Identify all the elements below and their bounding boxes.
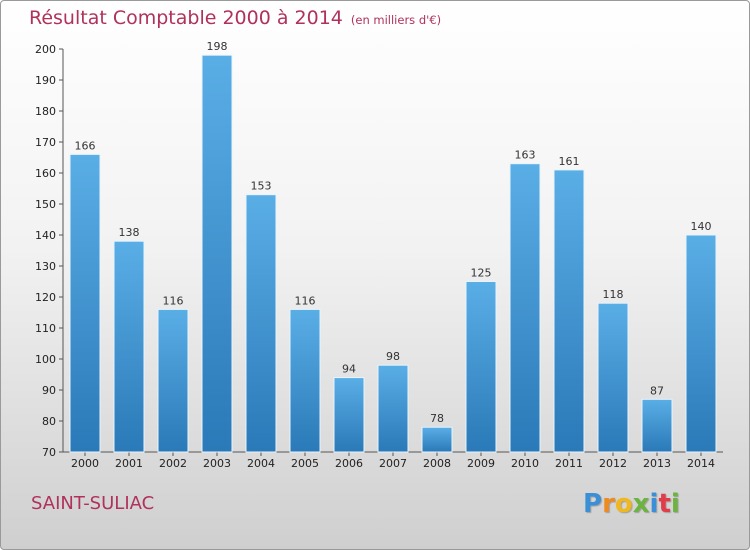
logo-letter: x (632, 489, 650, 519)
y-tick-label: 120 (35, 291, 56, 304)
bar-2000 (69, 153, 101, 453)
bar-2003 (201, 54, 233, 453)
proxiti-logo: Proxiti (583, 489, 680, 519)
logo-letter: o (614, 489, 633, 519)
bar-2006 (333, 377, 365, 453)
bar-2013 (641, 398, 673, 453)
logo-letter: i (649, 489, 659, 519)
y-tick-label: 140 (35, 229, 56, 242)
x-tick-label-2002: 2002 (159, 457, 187, 470)
bar-2009 (465, 281, 497, 453)
chart-data-labels: 166 138 116 198 153 116 94 98 78 125 163 161 118 87 14… (75, 40, 712, 425)
x-tick-label-2014: 2014 (687, 457, 715, 470)
chart-title-unit: (en milliers d'€) (350, 13, 442, 27)
data-label-2014: 140 (691, 220, 712, 233)
y-tick-label: 200 (35, 43, 56, 56)
y-tick-label: 70 (42, 446, 56, 459)
x-tick-label-2010: 2010 (511, 457, 539, 470)
bar-2010 (509, 163, 541, 453)
bar-2012 (597, 302, 629, 453)
data-label-2002: 116 (163, 294, 184, 307)
y-tick-label: 80 (42, 415, 56, 428)
x-tick-label-2003: 2003 (203, 457, 231, 470)
x-tick-label-2013: 2013 (643, 457, 671, 470)
x-tick-label-2004: 2004 (247, 457, 275, 470)
y-tick-label: 100 (35, 353, 56, 366)
y-tick-label: 130 (35, 260, 56, 273)
data-label-2008: 78 (430, 412, 444, 425)
x-tick-label-2011: 2011 (555, 457, 583, 470)
x-tick-label-2000: 2000 (71, 457, 99, 470)
x-tick-label-2006: 2006 (335, 457, 363, 470)
x-tick-label-2012: 2012 (599, 457, 627, 470)
bar-2008 (421, 426, 453, 453)
x-tick-label-2008: 2008 (423, 457, 451, 470)
y-tick-label: 110 (35, 322, 56, 335)
x-tick-label-2007: 2007 (379, 457, 407, 470)
bar-2002 (157, 308, 189, 453)
y-tick-label: 170 (35, 136, 56, 149)
data-label-2011: 161 (559, 155, 580, 168)
bar-2014 (685, 234, 717, 453)
y-tick-label: 160 (35, 167, 56, 180)
chart-bars (69, 54, 717, 453)
logo-letter: P (583, 489, 603, 519)
data-label-2005: 116 (295, 294, 316, 307)
data-label-2003: 198 (207, 40, 228, 53)
y-tick-label: 150 (35, 198, 56, 211)
data-label-2001: 138 (119, 226, 140, 239)
x-tick-label-2005: 2005 (291, 457, 319, 470)
data-label-2013: 87 (650, 384, 664, 397)
x-tick-label-2001: 2001 (115, 457, 143, 470)
logo-letter: r (602, 489, 615, 519)
city-name: SAINT-SULIAC (31, 493, 155, 514)
bar-2004 (245, 194, 277, 453)
data-label-2012: 118 (603, 288, 624, 301)
y-tick-label: 190 (35, 74, 56, 87)
bar-2001 (113, 240, 145, 453)
y-tick-label: 180 (35, 105, 56, 118)
data-label-2010: 163 (515, 149, 536, 162)
logo-letter: i (670, 489, 680, 519)
data-label-2009: 125 (471, 267, 492, 280)
data-label-2007: 98 (386, 350, 400, 363)
logo-letter: t (658, 489, 671, 519)
data-label-2000: 166 (75, 139, 96, 152)
x-tick-label-2009: 2009 (467, 457, 495, 470)
data-label-2006: 94 (342, 363, 356, 376)
bar-2007 (377, 364, 409, 453)
bar-2005 (289, 308, 321, 453)
chart-title-main: Résultat Comptable 2000 à 2014 (29, 7, 343, 29)
data-label-2004: 153 (251, 180, 272, 193)
y-tick-label: 90 (42, 384, 56, 397)
chart-title: Résultat Comptable 2000 à 2014 (en millie… (29, 7, 441, 29)
bar-2011 (553, 169, 585, 453)
